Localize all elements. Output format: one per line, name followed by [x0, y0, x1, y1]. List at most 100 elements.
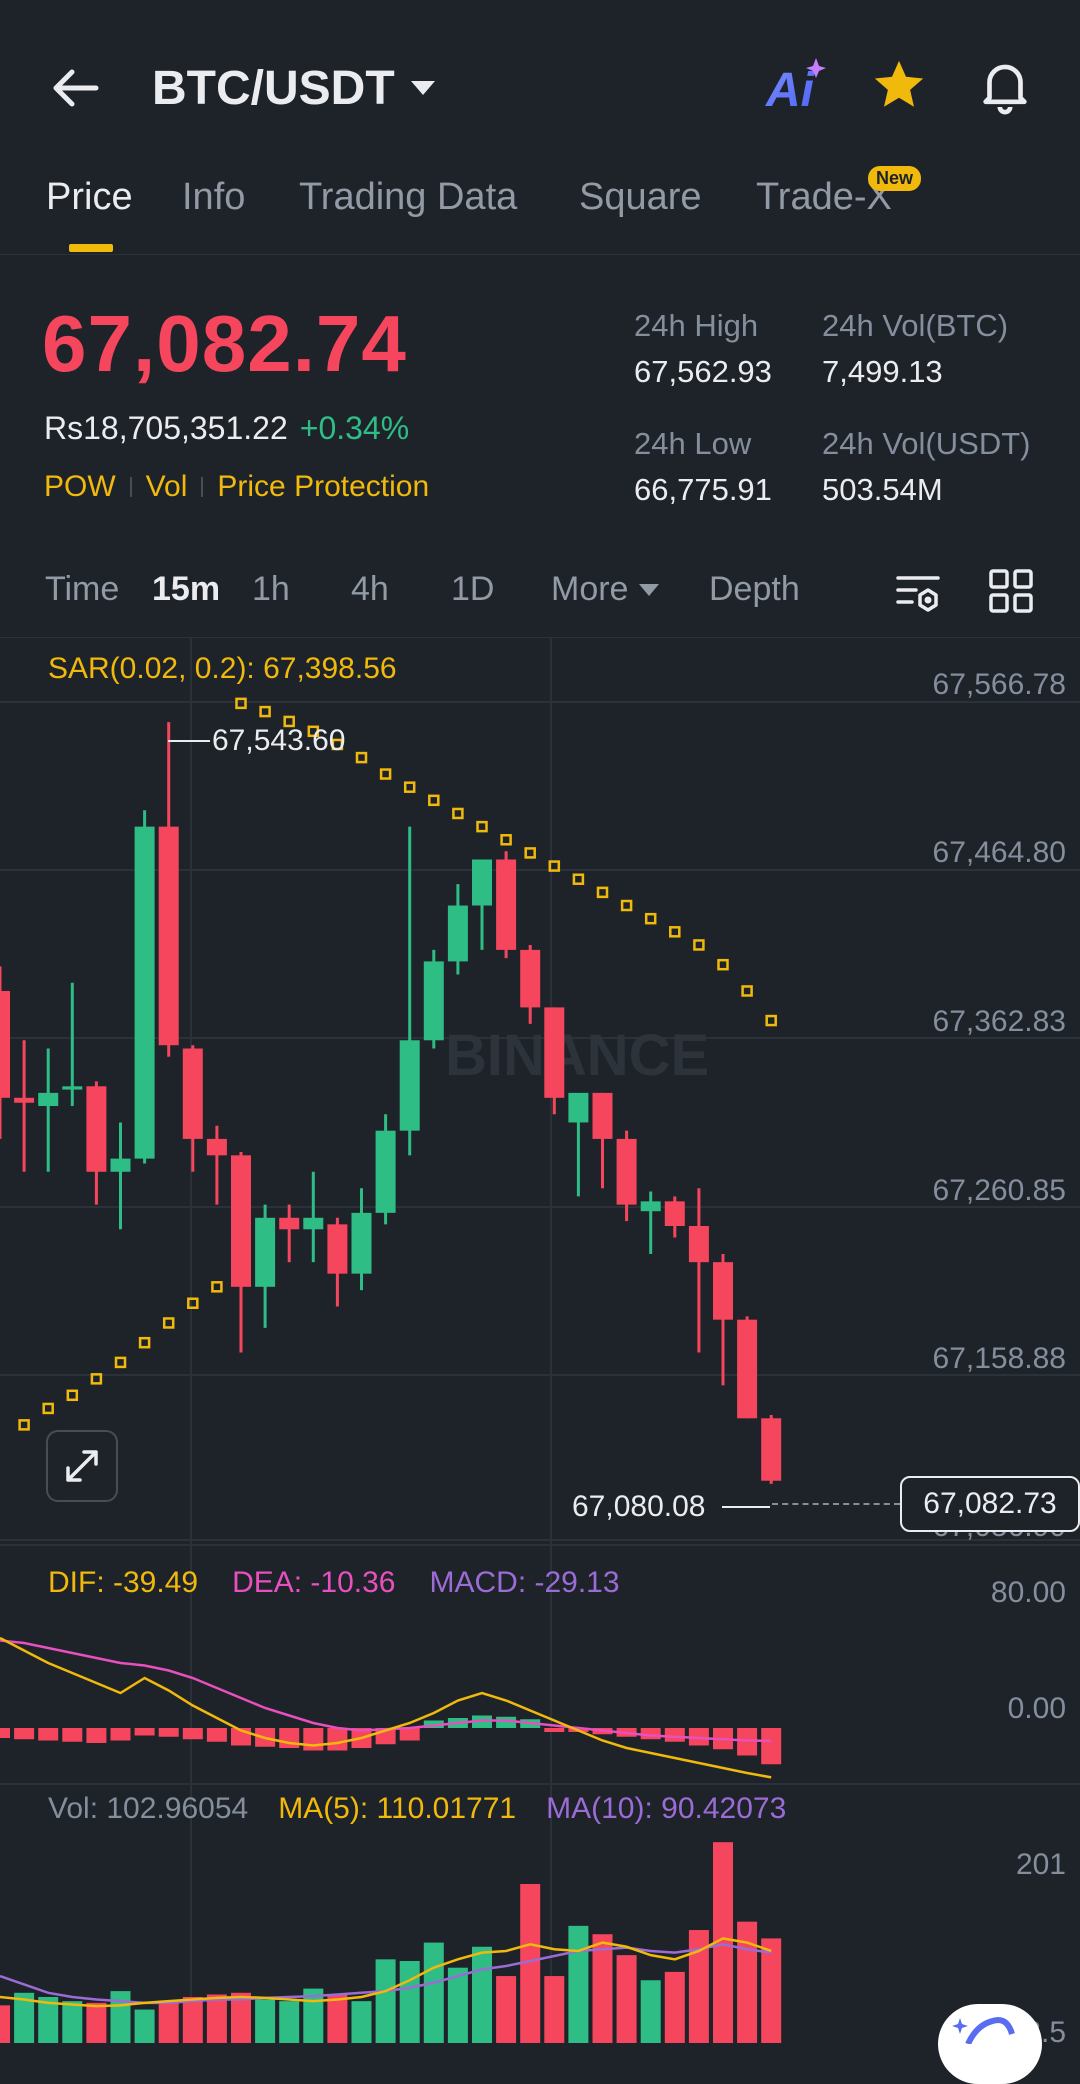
- sar-dot: [307, 725, 320, 738]
- ai-label: Ai: [765, 64, 816, 117]
- back-button[interactable]: [46, 58, 106, 118]
- pair-selector[interactable]: BTC/USDT: [152, 58, 437, 118]
- active-tab-indicator: [69, 244, 113, 252]
- tabs-divider: [0, 254, 1080, 255]
- sar-dot: [259, 705, 271, 718]
- y-label-1: 67,464.80: [932, 836, 1066, 869]
- sar-dot: [476, 820, 488, 833]
- candle-body: [182, 1048, 203, 1139]
- volume-bar: [664, 1971, 685, 2043]
- vol-ma5: MA(5): 110.01771: [278, 1792, 517, 1825]
- macd-y-top: 80.00: [990, 1576, 1066, 1609]
- volume-layer: [0, 1842, 782, 2043]
- candle-body: [472, 859, 492, 906]
- candle-body: [616, 1138, 637, 1205]
- macd-dea: DEA: -10.36: [232, 1566, 396, 1599]
- volume-bar: [399, 1961, 420, 2043]
- sar-dot: [162, 1317, 175, 1329]
- new-badge: New: [868, 166, 922, 191]
- vol-value: Vol: 102.96054: [48, 1792, 249, 1825]
- volume-bar: [279, 2001, 300, 2043]
- tf-1h[interactable]: 1h: [252, 570, 290, 608]
- candle-body: [496, 859, 517, 950]
- candle-body: [399, 1040, 420, 1131]
- tab-trading-data[interactable]: Trading Data: [299, 176, 518, 218]
- macd-bar: [86, 1728, 107, 1743]
- macd-bar: [544, 1728, 565, 1732]
- volume-bar: [38, 1996, 59, 2043]
- fullscreen-button[interactable]: [46, 1430, 118, 1502]
- sparkle-icon: [806, 58, 826, 78]
- tag-row: POW Vol Price Protection: [44, 470, 429, 504]
- candle-body: [640, 1201, 661, 1212]
- macd-bar: [496, 1716, 517, 1728]
- layout-grid-button[interactable]: [988, 568, 1034, 614]
- volume-bar: [761, 1938, 782, 2043]
- vol-y-top: 201: [1015, 1848, 1066, 1881]
- macd-bar: [640, 1728, 661, 1740]
- volume-bar: [447, 1967, 468, 2043]
- tf-15m[interactable]: 15m: [152, 570, 221, 608]
- tag-price-protection[interactable]: Price Protection: [217, 470, 430, 503]
- vol-ma10: MA(10): 90.42073: [546, 1792, 787, 1825]
- candle-body: [14, 1097, 35, 1103]
- high-marker-line: [168, 740, 210, 742]
- favorite-button[interactable]: [870, 56, 928, 114]
- volume-bar: [737, 1921, 758, 2043]
- price-sub-row: Rs18,705,351.22 +0.34%: [44, 410, 409, 447]
- sar-dot: [187, 1297, 199, 1309]
- tag-pow[interactable]: POW: [44, 470, 116, 503]
- volume-bar: [0, 2005, 10, 2043]
- kline-chart[interactable]: BINANCE: [0, 638, 1080, 2043]
- indicator-settings-button[interactable]: [894, 568, 942, 616]
- tf-4h[interactable]: 4h: [351, 570, 389, 608]
- candle-body: [158, 826, 179, 1046]
- assistant-fab[interactable]: [938, 2004, 1042, 2084]
- current-price-line: [772, 1503, 900, 1505]
- bell-icon: [983, 64, 1027, 115]
- sparkle-icon: [952, 2016, 1015, 2046]
- macd-bar: [303, 1728, 324, 1751]
- tf-time[interactable]: Time: [45, 570, 120, 608]
- macd-bar: [0, 1728, 10, 1738]
- stat-vol-usdt-label: 24h Vol(USDT): [822, 426, 1031, 461]
- tf-depth[interactable]: Depth: [709, 570, 800, 608]
- sar-dot: [90, 1373, 103, 1385]
- volume-bar: [303, 1988, 324, 2043]
- tab-square[interactable]: Square: [579, 176, 702, 218]
- tf-more[interactable]: More: [551, 570, 660, 609]
- sar-dot: [428, 794, 440, 807]
- ai-button[interactable]: Ai: [764, 54, 826, 120]
- sar-dot: [741, 985, 753, 997]
- caret-down-icon: [639, 583, 660, 596]
- volume-bar: [231, 1992, 251, 2043]
- candle-body: [255, 1217, 276, 1287]
- volume-bar: [520, 1884, 541, 2043]
- tag-vol[interactable]: Vol: [145, 470, 188, 503]
- volume-bar: [713, 1842, 733, 2043]
- current-price-tag[interactable]: 67,082.73: [900, 1476, 1080, 1532]
- volume-bar: [14, 1992, 35, 2043]
- current-price-value: 67,082.73: [923, 1487, 1057, 1520]
- sar-dot: [644, 912, 657, 925]
- sar-dot: [42, 1402, 54, 1415]
- alert-button[interactable]: [974, 54, 1036, 116]
- tab-info[interactable]: Info: [182, 176, 246, 218]
- candle-body: [544, 1007, 565, 1098]
- y-label-4: 67,158.88: [932, 1342, 1066, 1375]
- sar-dot: [548, 860, 561, 872]
- macd-bar: [761, 1728, 782, 1765]
- candle-body: [303, 1217, 324, 1230]
- sar-dot: [211, 1281, 223, 1293]
- sar-dot: [283, 715, 295, 728]
- sar-dot: [138, 1336, 151, 1349]
- tf-1d[interactable]: 1D: [451, 570, 495, 608]
- volume-bar: [206, 1994, 227, 2043]
- sar-dot: [620, 899, 633, 912]
- stat-vol-btc-value: 7,499.13: [822, 354, 943, 389]
- sar-dot: [403, 781, 416, 793]
- candle-body: [375, 1130, 396, 1213]
- tab-price[interactable]: Price: [46, 176, 133, 218]
- macd-bar: [327, 1728, 348, 1751]
- sar-dot: [717, 958, 729, 971]
